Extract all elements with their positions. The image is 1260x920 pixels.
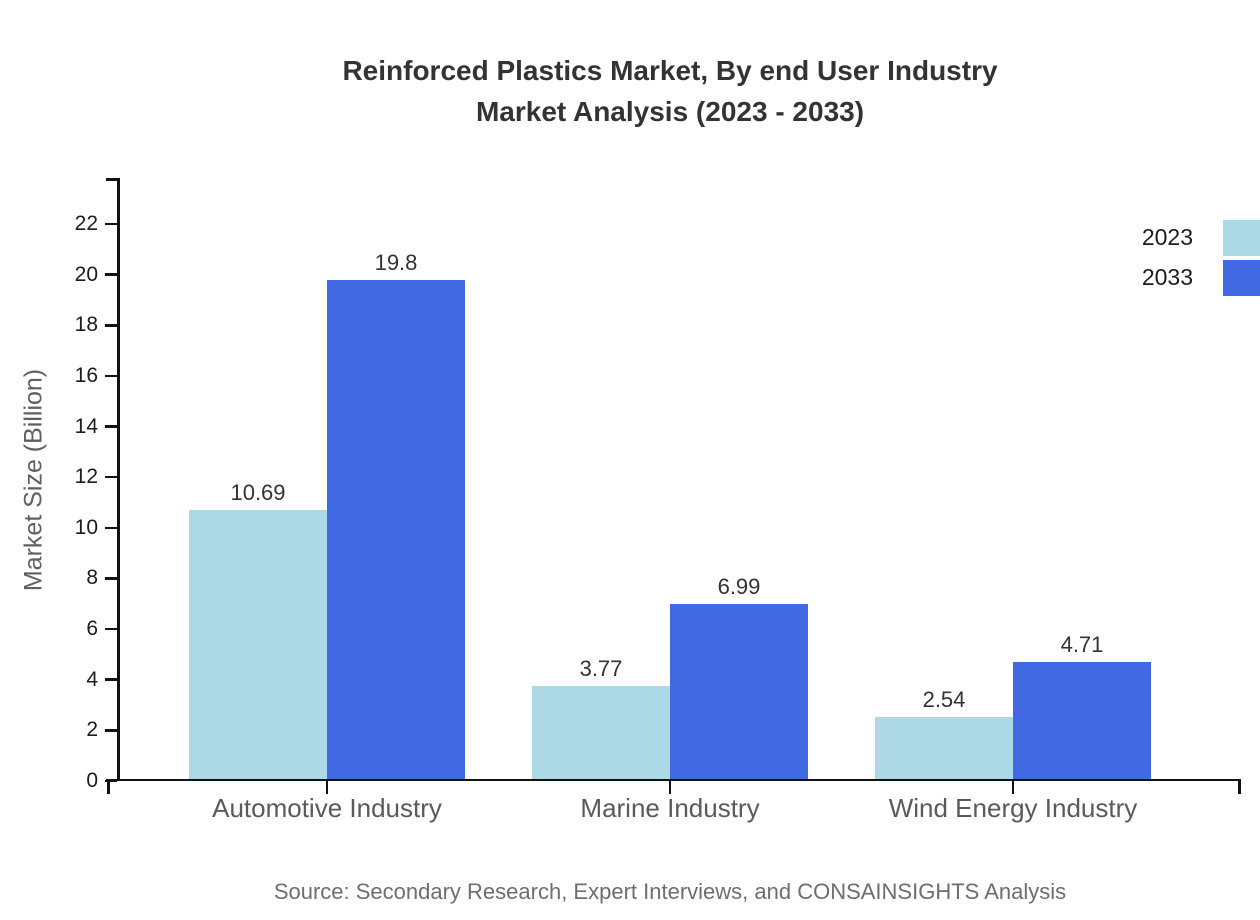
legend-item-2023: 2023 (1142, 219, 1260, 256)
bar-value-label-2033-wind-energy-industry: 4.71 (1060, 631, 1104, 657)
y-tick-label: 0 (86, 769, 98, 792)
y-tick-mark (105, 627, 117, 631)
legend-label-2033: 2033 (1141, 264, 1193, 290)
chart-title: Reinforced Plastics Market, By end User … (80, 50, 1260, 132)
y-tick-label: 14 (74, 414, 98, 438)
legend-label-2023: 2023 (1141, 224, 1193, 250)
y-tick-label: 18 (74, 313, 98, 337)
source-note: Source: Secondary Research, Expert Inter… (273, 879, 1067, 904)
y-tick-label: 4 (86, 667, 98, 691)
y-tick-label: 16 (74, 363, 98, 387)
y-tick-mark (105, 678, 117, 681)
x-axis-end-tick (1238, 781, 1241, 794)
bar-value-label-2033-marine-industry: 6.99 (717, 574, 761, 600)
x-category-label-automotive-industry: Automotive Industry (212, 793, 442, 823)
bar-value-label-2033-automotive-industry: 19.8 (374, 249, 418, 275)
y-tick-label: 10 (74, 515, 98, 539)
bar-value-label-2023-marine-industry: 3.77 (579, 655, 623, 681)
x-tick-mark (325, 781, 329, 794)
y-tick-label: 2 (86, 718, 98, 742)
x-tick-mark (668, 781, 672, 794)
y-tick-label: 6 (86, 617, 98, 641)
y-axis-end-tick (106, 178, 119, 181)
y-tick-label: 8 (86, 566, 98, 590)
bar-2023-automotive-industry (189, 510, 327, 781)
y-tick-mark (105, 273, 117, 276)
y-tick-mark (105, 425, 117, 428)
y-tick-mark (105, 475, 117, 479)
y-tick-label: 12 (74, 465, 98, 489)
y-tick-mark (105, 729, 117, 732)
y-tick-mark (105, 222, 117, 226)
legend: 2023 2033 (1142, 219, 1260, 296)
legend-swatch-2033 (1223, 259, 1260, 296)
chart-title-line1: Reinforced Plastics Market, By end User … (342, 55, 998, 86)
y-tick-mark (105, 526, 117, 530)
bar-2033-wind-energy-industry (1013, 661, 1151, 781)
bar-2023-marine-industry (532, 685, 670, 781)
bar-2023-wind-energy-industry (875, 716, 1013, 781)
bar-value-label-2023-automotive-industry: 10.69 (230, 480, 286, 506)
bar-value-label-2023-wind-energy-industry: 2.54 (922, 686, 966, 712)
legend-item-2033: 2033 (1142, 259, 1260, 296)
y-tick-mark (105, 577, 117, 580)
x-tick-mark (1011, 781, 1015, 794)
chart-title-line2: Market Analysis (2023 - 2033) (475, 96, 865, 127)
y-tick-mark (105, 324, 117, 327)
x-category-label-wind-energy-industry: Wind Energy Industry (888, 793, 1138, 823)
y-axis-line (117, 178, 120, 781)
y-tick-label: 20 (74, 262, 98, 286)
x-axis-end-tick (107, 781, 110, 794)
legend-swatch-2023 (1223, 219, 1260, 256)
y-tick-mark (105, 374, 117, 378)
x-axis-line (106, 778, 1241, 781)
bar-2033-automotive-industry (327, 279, 465, 781)
y-tick-label: 22 (74, 212, 98, 235)
x-category-label-marine-industry: Marine Industry (580, 793, 760, 823)
bar-2033-marine-industry (670, 604, 808, 781)
y-tick-mark (105, 779, 117, 783)
